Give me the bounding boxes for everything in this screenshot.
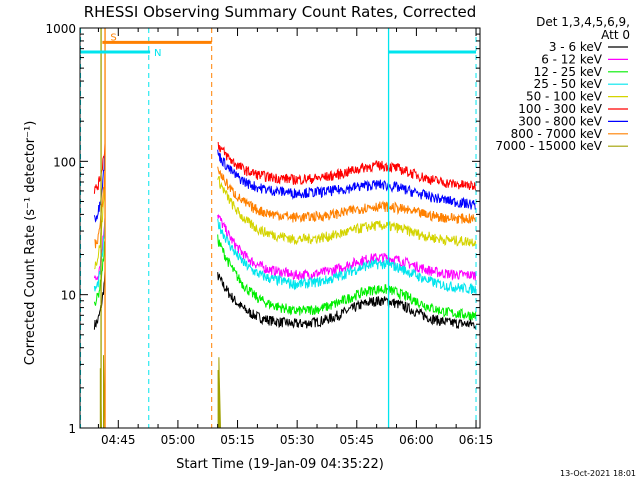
y-tick-label: 10 [61,289,76,303]
x-tick-label: 05:45 [339,433,374,447]
x-tick-label: 04:45 [101,433,136,447]
axes-layer: 04:45 05:00 05:15 05:30 05:45 06:00 06:15 1 10 10… [45,22,493,447]
y-axis-label: Corrected Count Rate (s⁻¹ detector⁻¹) [23,121,38,366]
y-tick-label: 100 [53,155,76,169]
series-line [217,142,477,192]
series-line [217,176,477,247]
legend-label: 3 - 6 keV [549,40,603,54]
legend-label: 50 - 100 keV [526,90,603,104]
plot-frame [79,27,481,429]
y-tick-label: 1 [68,422,76,436]
series-group [93,234,477,321]
x-tick-label: 06:15 [459,433,494,447]
series-line [217,218,477,294]
series-line [217,234,477,321]
x-tick-label: 05:00 [161,433,196,447]
x-tick-label: 06:00 [399,433,434,447]
series-line [217,213,477,281]
series-line [94,168,106,249]
legend-label: 25 - 50 keV [534,77,603,91]
footer-date: 13-Oct-2021 18:01 [560,469,636,478]
series-line [94,183,106,270]
legend-header-line-1: Det 1,3,4,5,6,9, [536,15,630,29]
legend-label: 100 - 300 keV [518,102,602,116]
series-group [94,355,476,429]
series-line [93,143,106,194]
mode-marker-label: S [110,32,116,43]
series-line [93,155,106,223]
series-line [94,355,106,429]
series-group [93,149,476,223]
x-tick-label: 05:15 [220,433,255,447]
x-tick-label: 05:30 [280,433,315,447]
mode-marker-label: N [154,48,161,59]
series-group [94,166,477,249]
series-line [93,217,106,292]
series-group [93,217,477,294]
series-line [217,166,477,224]
series-line [217,272,477,330]
series-group [93,142,477,194]
series-line [93,270,106,330]
x-axis-label: Start Time (19-Jan-09 04:35:22) [176,457,384,472]
legend-header-line-2: Att 0 [601,28,630,42]
legend-label: 6 - 12 keV [541,52,603,66]
series-line [93,217,106,281]
legend-label: 300 - 800 keV [518,114,602,128]
y-tick-label: 1000 [45,22,76,36]
data-layer: SN [80,28,477,429]
series-line [217,357,476,429]
legend-label: 7000 - 15000 keV [495,139,602,153]
series-line [217,149,476,210]
chart-title: RHESSI Observing Summary Count Rates, Co… [84,3,477,21]
series-group [94,176,477,270]
series-group [93,213,477,281]
legend-label: 12 - 25 keV [534,65,603,79]
series-group [93,270,477,330]
series-line [93,240,106,306]
legend-label: 800 - 7000 keV [511,127,603,141]
